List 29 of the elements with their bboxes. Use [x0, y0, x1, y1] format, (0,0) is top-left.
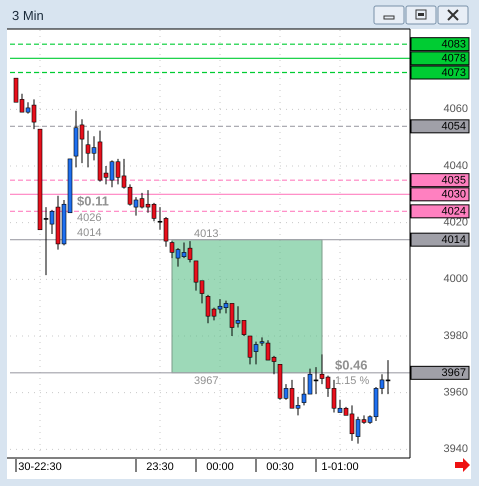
y-tick-label: 4020 [444, 216, 468, 229]
annotation: 4026 [77, 212, 102, 224]
annotation: 1.15 % [335, 374, 370, 387]
annotation: $0.11 [77, 193, 109, 208]
ref-line-label: 4054 [442, 120, 466, 133]
x-tick-label: 23:30 [146, 460, 174, 473]
x-tick-label: 30-22:30 [18, 460, 62, 473]
ref-line-label: 4078 [442, 52, 466, 65]
ref-line-label: 4083 [442, 38, 466, 51]
x-tick-label: 00:30 [266, 460, 294, 473]
y-tick-label: 4040 [444, 160, 468, 172]
annotation: 3967 [194, 374, 218, 387]
ref-line-label: 4035 [442, 174, 466, 187]
x-tick-label: 00:00 [206, 460, 234, 473]
x-tick-label: 1-01:00 [321, 460, 359, 473]
annotation: 4013 [194, 228, 218, 240]
annotation: 4014 [77, 226, 102, 239]
y-tick-label: 3940 [444, 443, 468, 456]
ref-line-label: 3967 [442, 367, 466, 380]
y-tick-label: 3980 [444, 330, 468, 342]
ref-line-label: 4024 [442, 206, 466, 218]
annotation: $0.46 [335, 357, 368, 372]
ref-line-label: 4014 [442, 234, 466, 246]
y-tick-label: 4000 [444, 273, 468, 286]
ref-line-label: 4073 [442, 66, 466, 79]
y-tick-label: 3960 [444, 386, 468, 399]
chart-title: 3 Min [12, 8, 44, 23]
ref-line-label: 4030 [442, 188, 466, 201]
y-tick-label: 4060 [444, 103, 468, 116]
